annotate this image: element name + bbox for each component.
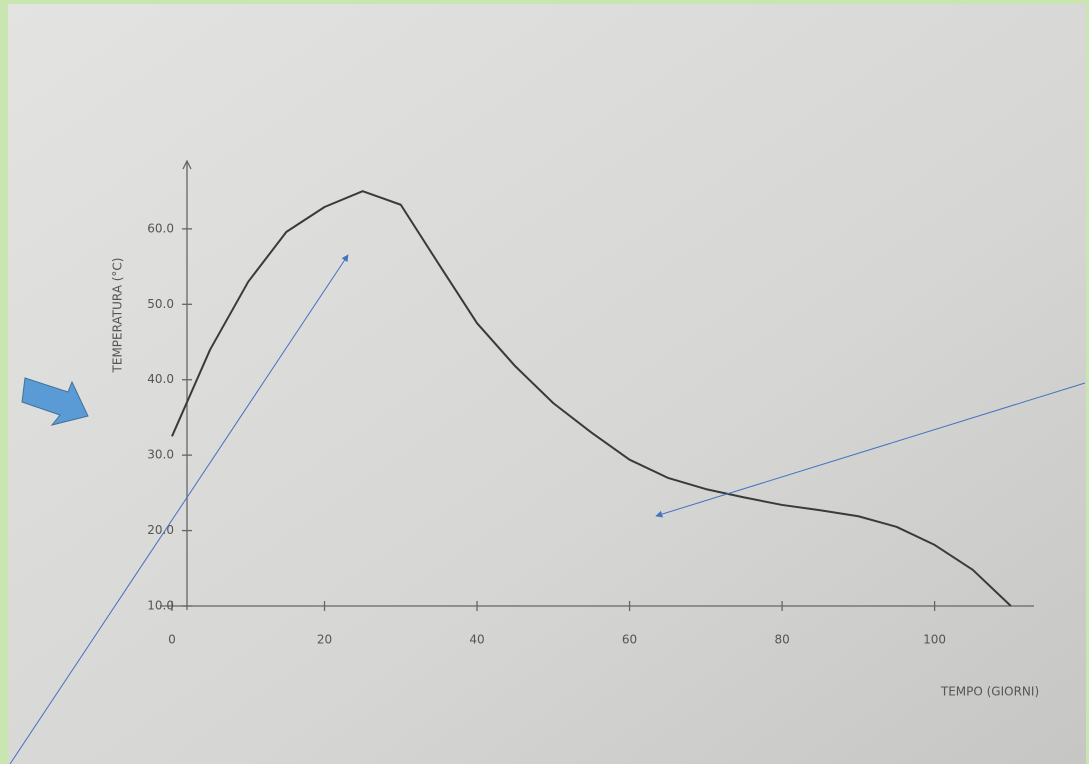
x-tick-label: 100 [923,633,946,647]
x-tick-label: 20 [317,633,332,647]
y-tick-label: 20.0 [147,523,174,537]
x-tick-label: 0 [168,633,176,647]
x-tick-label: 80 [774,633,789,647]
y-axis-title: TEMPERATURA (°C) [111,258,125,374]
annotation-arrows [9,254,1086,764]
pointer-arrow [9,254,349,764]
y-tick-label: 10.0 [147,599,174,613]
data-line [171,190,1012,607]
block-arrow [21,377,89,426]
x-tick-label: 40 [469,633,484,647]
x-tick-label: 60 [622,633,637,647]
y-tick-label: 60.0 [147,221,174,235]
paper [8,4,1086,764]
y-axis-arrow [182,159,192,170]
pointer-arrow [655,382,1086,518]
y-tick-label: 30.0 [147,448,174,462]
x-axis-title: TEMPO (GIORNI) [940,685,1039,699]
y-tick-label: 50.0 [147,297,174,311]
y-tick-label: 40.0 [147,372,174,386]
